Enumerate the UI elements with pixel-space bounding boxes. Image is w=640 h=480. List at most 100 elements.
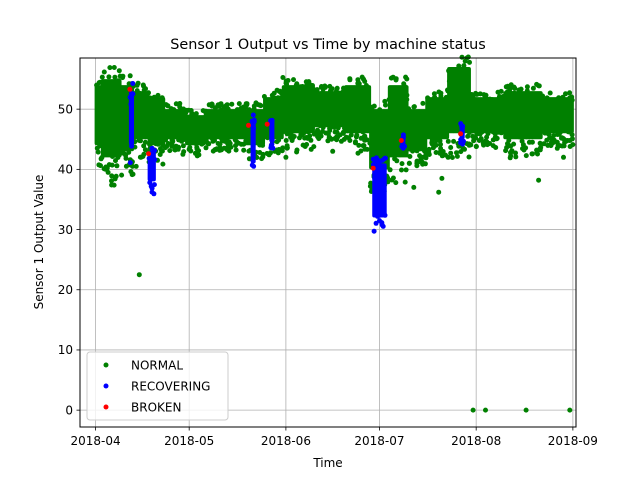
normal-point: [503, 148, 509, 154]
normal-point: [283, 138, 289, 143]
normal-point: [335, 134, 341, 140]
normal-point: [119, 99, 125, 105]
normal-point: [542, 103, 548, 109]
normal-point: [402, 84, 408, 89]
normal-point: [414, 148, 420, 154]
normal-point: [355, 150, 361, 156]
recovering-point: [374, 179, 379, 185]
x-tick-label: 2018-09: [548, 434, 598, 448]
normal-point: [194, 121, 200, 127]
normal-point: [467, 59, 472, 65]
normal-point: [541, 127, 546, 133]
normal-point: [159, 148, 165, 154]
normal-point: [136, 272, 142, 278]
recovering-band: [269, 118, 275, 143]
normal-point: [274, 147, 280, 153]
normal-point: [101, 99, 107, 105]
normal-point: [554, 145, 560, 151]
normal-point: [303, 97, 309, 103]
recovering-point: [379, 222, 385, 228]
normal-point: [559, 135, 564, 141]
recovering-point: [269, 117, 275, 123]
normal-point: [173, 143, 179, 149]
normal-point: [302, 85, 308, 91]
normal-point: [194, 146, 200, 152]
normal-point: [344, 96, 350, 102]
normal-point: [189, 118, 194, 124]
normal-point: [498, 88, 504, 94]
recovering-point: [251, 163, 257, 169]
normal-point: [111, 65, 117, 70]
normal-point: [109, 173, 115, 179]
x-tick-label: 2018-05: [164, 434, 214, 448]
normal-point: [560, 97, 566, 103]
normal-point: [481, 139, 487, 145]
recovering-point: [373, 220, 379, 226]
normal-point: [444, 132, 450, 138]
normal-point: [352, 92, 358, 98]
normal-point: [406, 160, 412, 166]
normal-point: [234, 107, 240, 113]
normal-point: [471, 98, 477, 104]
normal-point: [334, 129, 340, 135]
normal-point: [468, 142, 474, 148]
normal-point: [233, 147, 239, 153]
y-tick-label: 20: [58, 283, 73, 297]
recovering-point: [268, 145, 274, 151]
normal-point: [260, 154, 266, 160]
normal-band: [147, 97, 166, 146]
normal-point: [261, 94, 267, 99]
normal-point: [338, 120, 344, 126]
normal-point: [114, 163, 120, 169]
normal-point: [227, 111, 233, 116]
normal-point: [513, 154, 519, 160]
normal-point: [94, 82, 100, 88]
normal-point: [107, 65, 113, 71]
recovering-point: [128, 101, 134, 107]
normal-point: [163, 102, 169, 108]
normal-point: [119, 172, 125, 178]
normal-point: [349, 97, 355, 103]
normal-point: [308, 137, 314, 143]
normal-point: [188, 108, 194, 113]
normal-point: [460, 145, 466, 151]
normal-point: [110, 154, 115, 159]
normal-point: [390, 175, 396, 181]
normal-point: [160, 161, 166, 167]
legend: NORMAL RECOVERING BROKEN: [86, 351, 229, 421]
normal-point: [307, 126, 313, 132]
normal-point: [459, 54, 465, 60]
normal-point: [105, 91, 111, 97]
normal-point: [523, 407, 529, 413]
normal-point: [421, 118, 427, 123]
normal-point: [276, 132, 282, 138]
normal-point: [343, 134, 349, 140]
normal-point: [169, 141, 175, 146]
normal-point: [541, 141, 547, 147]
normal-point: [269, 92, 275, 98]
normal-point: [462, 58, 468, 64]
normal-point: [416, 109, 422, 115]
normal-point: [243, 138, 249, 144]
recovering-point: [152, 148, 158, 153]
normal-point: [203, 145, 209, 151]
normal-point: [403, 74, 409, 80]
normal-point: [99, 74, 105, 80]
normal-point: [550, 140, 556, 146]
normal-point: [411, 104, 417, 110]
normal-point: [116, 68, 122, 74]
normal-point: [110, 149, 116, 155]
normal-point: [350, 128, 356, 134]
normal-point: [123, 163, 129, 169]
normal-point: [392, 156, 398, 162]
normal-point: [364, 146, 370, 152]
normal-point: [449, 67, 455, 73]
normal-point: [353, 139, 358, 145]
normal-point: [449, 155, 455, 160]
normal-point: [430, 121, 435, 127]
normal-point: [505, 91, 511, 97]
normal-point: [440, 100, 446, 106]
normal-point: [220, 134, 226, 140]
normal-point: [105, 169, 111, 175]
